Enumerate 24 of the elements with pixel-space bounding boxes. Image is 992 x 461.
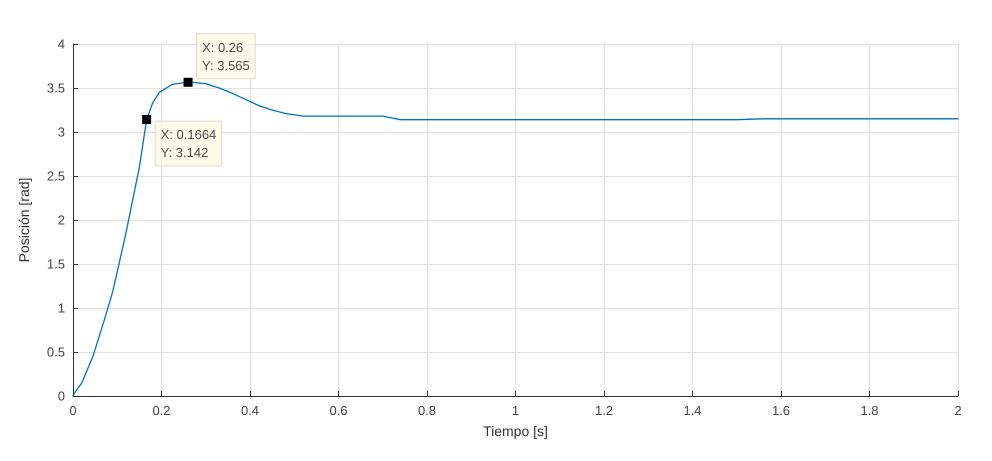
y-tick-label: 1.5	[46, 256, 65, 272]
x-tick-label: 0.8	[418, 403, 436, 418]
x-tick-label: 1.4	[683, 403, 702, 418]
x-tick-label: 1.2	[594, 403, 614, 418]
annotation: X: 0.26 Y: 3.565	[202, 40, 250, 73]
x-axis-title: Tiempo [s]	[483, 423, 548, 439]
y-tick-label: 1	[58, 300, 65, 316]
y-tick-label: 3.5	[46, 80, 65, 96]
y-tick-label: 3	[58, 124, 65, 140]
y-tick-label: 2	[58, 212, 65, 228]
y-tick-label: 2.5	[46, 168, 65, 184]
y-tick-label: 4	[58, 36, 65, 52]
annotation: X: 0.1664 Y: 3.142	[160, 127, 216, 160]
y-tick-label: 0	[58, 388, 65, 404]
x-tick-label: 1	[512, 403, 520, 418]
x-tick-label: 1.6	[772, 403, 790, 418]
y-tick-label: 0.5	[46, 344, 65, 360]
x-tick-label: 0.4	[240, 403, 260, 418]
x-tick-label: 2	[954, 403, 962, 418]
x-tick-label: 0.6	[329, 403, 348, 418]
x-tick-label: 1.8	[860, 403, 879, 418]
x-tick-label: 0.2	[152, 403, 171, 418]
x-tick-label: 0	[69, 403, 77, 418]
y-axis-title: Posición [rad]	[16, 178, 32, 262]
